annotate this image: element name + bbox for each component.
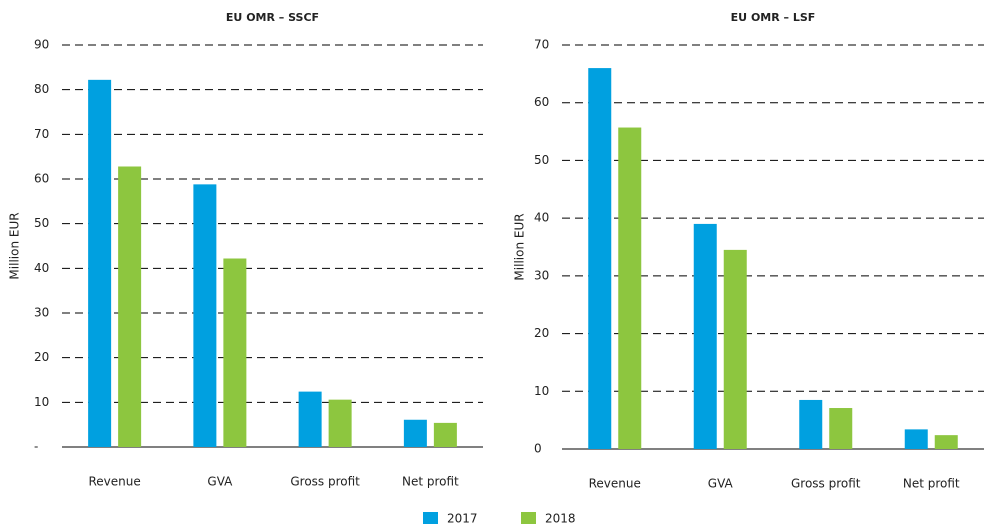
x-tick-label: GVA [207,475,233,489]
bar [118,166,142,447]
y-axis-label: Million EUR [513,213,527,280]
y-tick-label: 70 [534,38,549,52]
bar [618,127,642,449]
y-tick-label: 60 [534,95,549,109]
bar [403,419,427,447]
bar [799,399,823,449]
y-tick-label: 50 [534,153,549,167]
y-tick-label: 0 [534,442,542,456]
bar [88,79,112,447]
y-tick-label: 30 [34,306,49,320]
y-tick-label: 60 [34,172,49,186]
y-tick-label: 30 [534,268,549,282]
bar [829,408,853,449]
bar [588,68,612,449]
y-tick-label: 20 [534,326,549,340]
x-tick-label: Gross profit [290,475,360,489]
legend-swatch [521,512,536,524]
y-tick-label: 20 [34,350,49,364]
y-axis-label: Million EUR [8,212,22,279]
y-tick-label: 10 [534,384,549,398]
legend-label: 2017 [447,512,478,526]
y-tick-label: 80 [34,82,49,96]
x-tick-label: Net profit [402,475,459,489]
y-tick-label: 70 [34,127,49,141]
y-tick-label: 10 [34,395,49,409]
bar [193,184,217,448]
y-tick-label: 40 [534,211,549,225]
x-tick-label: Revenue [88,475,140,489]
x-tick-label: Revenue [589,477,641,491]
bar [934,435,958,449]
bar [328,399,352,447]
y-tick-label: 40 [34,261,49,275]
chart-title: EU OMR – LSF [731,11,816,24]
legend-swatch [423,512,438,524]
y-tick-label: 50 [34,216,49,230]
x-tick-label: Gross profit [791,477,861,491]
x-tick-label: GVA [708,477,734,491]
bar [223,258,247,447]
bar [723,249,747,449]
bar [904,429,928,449]
y-tick-label: 90 [34,38,49,52]
legend-label: 2018 [545,512,576,526]
chart-title: EU OMR – SSCF [226,11,319,24]
y-tick-label: - [34,440,38,454]
bar [693,223,717,449]
bar [298,391,322,447]
bar [433,422,457,447]
x-tick-label: Net profit [903,477,960,491]
